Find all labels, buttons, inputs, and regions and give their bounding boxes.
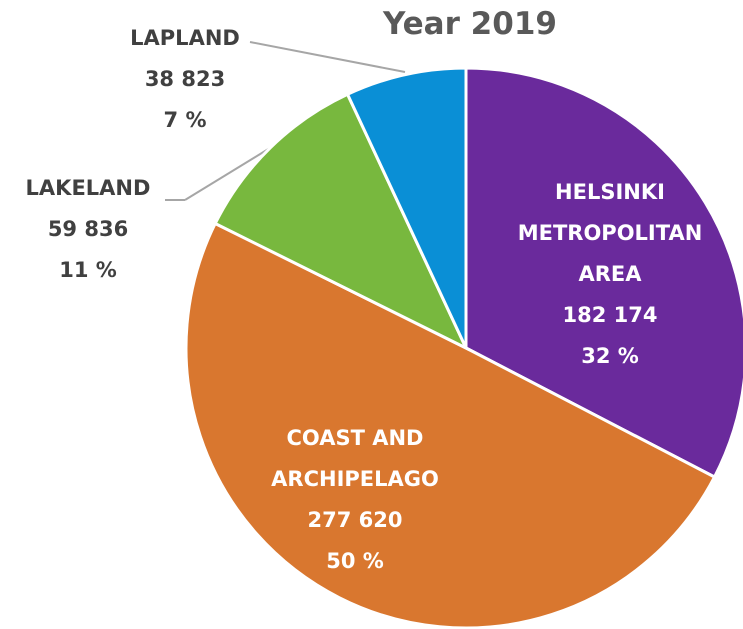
pie-slice — [345, 66, 468, 349]
leader-line — [184, 147, 271, 201]
value-label: 38 823 — [144, 67, 226, 91]
category-label: COAST AND ARCHIPELAGO — [271, 426, 439, 491]
category-label: LAKELAND — [25, 176, 151, 200]
slice-label: LAKELAND 59 836 11 % — [0, 168, 188, 291]
pie-slice — [213, 92, 470, 352]
chart-title: Year 2019 — [383, 6, 557, 42]
category-label: LAPLAND — [130, 26, 240, 50]
pie-slice — [184, 221, 717, 629]
percent-label: 7 % — [163, 108, 207, 132]
slice-label: COAST AND ARCHIPELAGO 277 620 50 % — [255, 418, 455, 582]
leader-line — [249, 41, 406, 73]
value-label: 182 174 — [562, 303, 658, 327]
slice-label: HELSINKI METROPOLITAN AREA 182 174 32 % — [510, 172, 710, 377]
percent-label: 32 % — [581, 344, 639, 368]
value-label: 277 620 — [307, 508, 403, 532]
percent-label: 50 % — [326, 549, 384, 573]
pie-slice — [464, 66, 743, 480]
category-label: HELSINKI METROPOLITAN AREA — [517, 180, 703, 286]
value-label: 59 836 — [47, 217, 129, 241]
slice-label: LAPLAND 38 823 7 % — [85, 18, 285, 141]
percent-label: 11 % — [59, 258, 117, 282]
